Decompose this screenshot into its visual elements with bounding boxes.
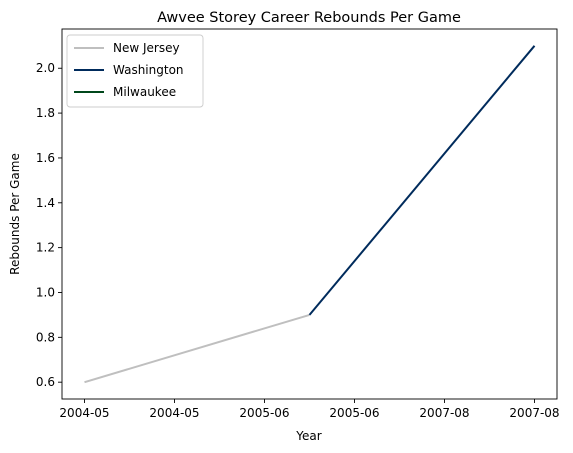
legend-label-0: New Jersey (113, 41, 180, 55)
x-tick-label: 2004-05 (149, 406, 199, 420)
y-axis: 0.6 0.8 1.0 1.2 1.4 1.6 1.8 2.0 (36, 61, 62, 389)
y-tick-label: 1.2 (36, 241, 55, 255)
x-tick-label: 2005-06 (329, 406, 379, 420)
y-tick-label: 0.8 (36, 330, 55, 344)
y-tick-label: 1.8 (36, 106, 55, 120)
series-line-1 (308, 45, 536, 316)
y-tick-label: 1.6 (36, 151, 55, 165)
x-axis: 2004-05 2004-05 2005-06 2005-06 2007-08 2007-… (59, 399, 560, 420)
legend: New Jersey Washington Milwaukee (66, 34, 204, 108)
legend-label-1: Washington (113, 63, 184, 77)
y-tick-label: 1.0 (36, 285, 55, 299)
y-axis-label: Rebounds Per Game (8, 153, 22, 275)
x-tick-label: 2004-05 (59, 406, 109, 420)
y-tick-label: 1.4 (36, 196, 55, 210)
y-tick-label: 2.0 (36, 61, 55, 75)
x-tick-label: 2007-08 (419, 406, 469, 420)
x-axis-label: Year (295, 429, 321, 443)
x-tick-label: 2007-08 (509, 406, 559, 420)
series-layer (84, 45, 536, 384)
x-tick-label: 2005-06 (239, 406, 289, 420)
chart-title: Awvee Storey Career Rebounds Per Game (157, 10, 461, 26)
legend-label-2: Milwaukee (113, 85, 176, 99)
y-tick-label: 0.6 (36, 375, 55, 389)
series-line-0 (84, 313, 310, 384)
legend-box (66, 34, 204, 108)
plot-area (61, 28, 558, 400)
